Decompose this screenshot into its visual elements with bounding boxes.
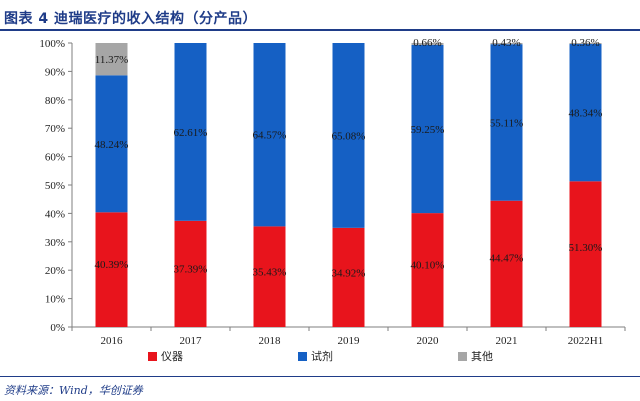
- x-tick-label: 2017: [180, 335, 203, 347]
- data-label: 65.08%: [332, 130, 366, 142]
- y-tick-label: 60%: [45, 152, 65, 164]
- x-tick-label: 2018: [259, 335, 282, 347]
- y-tick-label: 0%: [50, 322, 65, 334]
- source-note: 资料来源：Wind，华创证券: [4, 384, 143, 397]
- y-tick-label: 50%: [45, 180, 65, 192]
- bar-other-2022H1: [569, 43, 602, 45]
- data-label: 48.24%: [95, 139, 129, 151]
- chart-title: 图表 4 迪瑞医疗的收入结构（分产品）: [4, 11, 257, 27]
- legend-label: 其他: [471, 350, 493, 363]
- data-label: 0.43%: [492, 37, 520, 49]
- x-tick-label: 2022H1: [568, 335, 603, 347]
- title-rule: [0, 29, 640, 31]
- data-label: 37.39%: [174, 264, 208, 276]
- legend-swatch-reagent: [298, 352, 307, 361]
- legend-label: 仪器: [161, 350, 183, 363]
- bar-other-2021: [490, 42, 523, 45]
- y-tick-label: 70%: [45, 123, 65, 135]
- bar-reagent-2021: [490, 44, 523, 201]
- data-label: 35.43%: [253, 267, 287, 279]
- bar-reagent-2018: [253, 43, 286, 227]
- data-label: 40.10%: [411, 259, 445, 271]
- bar-instrument-2019: [332, 227, 365, 327]
- legend-swatch-other: [458, 352, 467, 361]
- data-label: 11.37%: [95, 54, 129, 66]
- bar-instrument-2018: [253, 226, 286, 327]
- data-label: 44.47%: [490, 253, 524, 265]
- stacked-bar-chart: 0% 10% 20% 30% 40% 50% 60% 70% 80% 90% 100% 40.39% 4…: [39, 37, 626, 363]
- data-label: 62.61%: [174, 127, 208, 139]
- bar-instrument-2022H1: [569, 181, 602, 327]
- data-label: 34.92%: [332, 267, 366, 279]
- bar-other-2020: [411, 42, 444, 45]
- y-tick-label: 40%: [45, 208, 65, 220]
- bar-reagent-2016: [95, 75, 128, 213]
- legend-label: 试剂: [311, 349, 333, 363]
- x-tick-label: 2016: [101, 335, 124, 347]
- bar-instrument-2020: [411, 213, 444, 327]
- title-bar: 图表 4 迪瑞医疗的收入结构（分产品）: [0, 0, 640, 32]
- data-label: 55.11%: [490, 117, 524, 129]
- data-label: 48.34%: [569, 108, 603, 120]
- data-label: 59.25%: [411, 124, 445, 136]
- bar-reagent-2020: [411, 44, 444, 214]
- x-tick-label: 2021: [496, 335, 518, 347]
- data-label: 64.57%: [253, 130, 287, 142]
- data-label: 40.39%: [95, 259, 129, 271]
- bar-other-2016: [95, 43, 128, 76]
- footer-rule: [0, 376, 640, 377]
- data-label: 51.30%: [569, 242, 603, 254]
- bar-reagent-2022H1: [569, 44, 602, 182]
- data-label: 0.36%: [571, 37, 599, 49]
- y-tick-label: 100%: [39, 38, 65, 50]
- data-label: 0.66%: [413, 37, 441, 49]
- x-tick-label: 2020: [417, 335, 440, 347]
- y-tick-label: 80%: [45, 95, 65, 107]
- bar-instrument-2016: [95, 212, 128, 327]
- bar-instrument-2017: [174, 220, 207, 327]
- legend-swatch-instrument: [148, 352, 157, 361]
- y-tick-label: 30%: [45, 237, 65, 249]
- y-tick-label: 10%: [45, 294, 65, 306]
- y-tick-label: 90%: [45, 66, 65, 78]
- x-tick-label: 2019: [338, 335, 361, 347]
- bar-reagent-2017: [174, 43, 207, 221]
- y-tick-label: 20%: [45, 265, 65, 277]
- bar-instrument-2021: [490, 200, 523, 327]
- bar-reagent-2019: [332, 43, 365, 228]
